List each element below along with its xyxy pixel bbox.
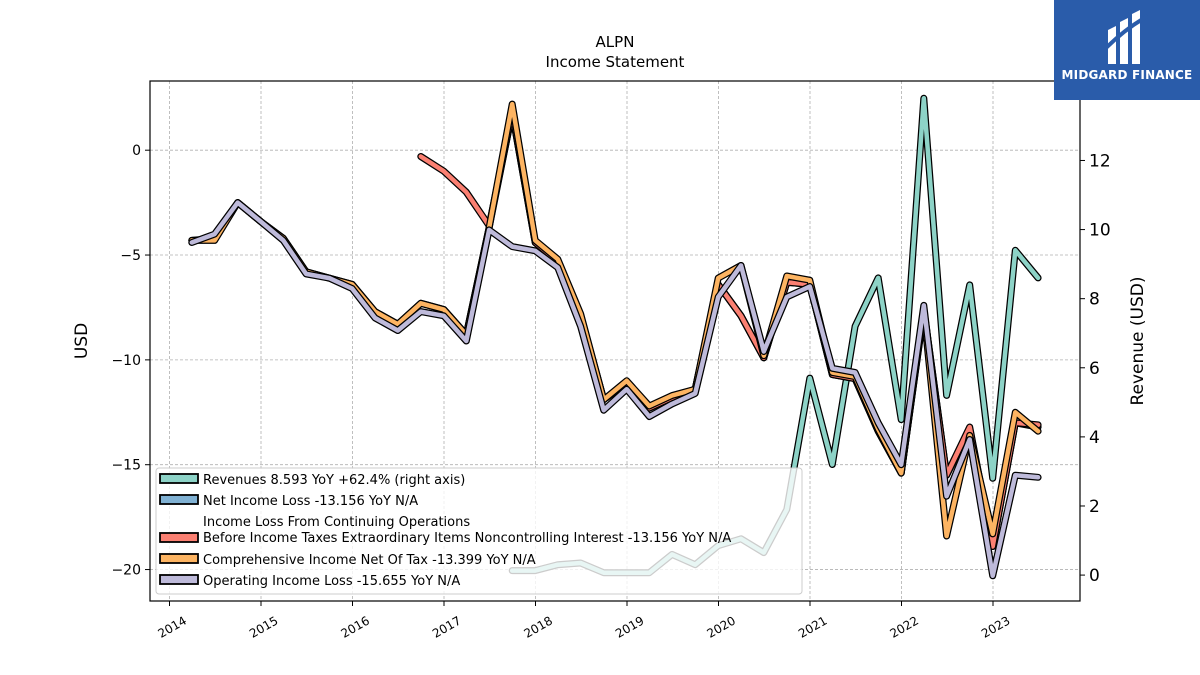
y-tick-label: 0 bbox=[132, 143, 141, 159]
y-tick-label: −5 bbox=[120, 248, 141, 264]
y2-tick-label: 12 bbox=[1089, 151, 1111, 171]
legend-label: Operating Income Loss -15.655 YoY N/A bbox=[203, 574, 460, 589]
y-tick-label: −15 bbox=[111, 458, 141, 474]
y-tick-label: −20 bbox=[111, 563, 141, 579]
y2-axis-label: Revenue (USD) bbox=[1128, 276, 1148, 405]
x-tick-label: 2014 bbox=[156, 613, 189, 640]
legend: Revenues 8.593 YoY +62.4% (right axis) Ne… bbox=[155, 467, 803, 595]
x-tick-label: 2023 bbox=[979, 613, 1012, 640]
x-axis: 2014 2015 2016 2017 2018 2019 2020 2021 2022 2023 bbox=[156, 601, 1013, 641]
chart-subtitle: Income Statement bbox=[546, 53, 685, 71]
x-tick-label: 2018 bbox=[522, 613, 555, 640]
y-tick-label: −10 bbox=[111, 353, 141, 369]
legend-swatch bbox=[159, 494, 199, 505]
x-tick-label: 2021 bbox=[796, 613, 829, 640]
legend-box bbox=[155, 467, 803, 595]
brand-logo: MIDGARD FINANCE bbox=[1054, 0, 1200, 100]
y2-tick-label: 10 bbox=[1089, 221, 1111, 241]
legend-label: Revenues 8.593 YoY +62.4% (right axis) bbox=[203, 473, 465, 488]
y2-tick-label: 2 bbox=[1089, 497, 1100, 517]
x-tick-label: 2019 bbox=[613, 613, 646, 640]
brand-name: MIDGARD FINANCE bbox=[1061, 68, 1193, 82]
chart-title: ALPN bbox=[596, 33, 635, 51]
x-tick-label: 2016 bbox=[339, 613, 372, 640]
legend-swatch bbox=[159, 532, 199, 543]
legend-swatch bbox=[159, 473, 199, 484]
legend-label: Net Income Loss -13.156 YoY N/A bbox=[203, 494, 418, 509]
plot-frame bbox=[149, 80, 1081, 602]
legend-swatch bbox=[159, 574, 199, 585]
x-tick-label: 2022 bbox=[888, 613, 921, 640]
y2-tick-label: 0 bbox=[1089, 566, 1100, 586]
series-line bbox=[189, 200, 1041, 579]
y2-tick-label: 6 bbox=[1089, 359, 1100, 379]
y2-tick-label: 8 bbox=[1089, 290, 1100, 310]
legend-label: Comprehensive Income Net Of Tax -13.399 … bbox=[203, 553, 536, 568]
legend-swatch bbox=[159, 553, 199, 564]
x-tick-label: 2017 bbox=[430, 613, 463, 640]
right-axis: 0 2 4 6 8 10 12 bbox=[1080, 151, 1111, 586]
series-4 bbox=[188, 199, 1042, 580]
y-axis-label: USD bbox=[72, 323, 92, 359]
legend-label: Income Loss From Continuing Operations bbox=[203, 515, 470, 530]
left-axis: 0 −5 −10 −15 −20 bbox=[111, 143, 150, 579]
x-tick-label: 2020 bbox=[705, 613, 738, 640]
y2-tick-label: 4 bbox=[1089, 428, 1100, 448]
legend-label: Before Income Taxes Extraordinary Items … bbox=[203, 531, 731, 546]
x-tick-label: 2015 bbox=[247, 613, 280, 640]
midgard-logo-icon bbox=[1104, 10, 1149, 64]
